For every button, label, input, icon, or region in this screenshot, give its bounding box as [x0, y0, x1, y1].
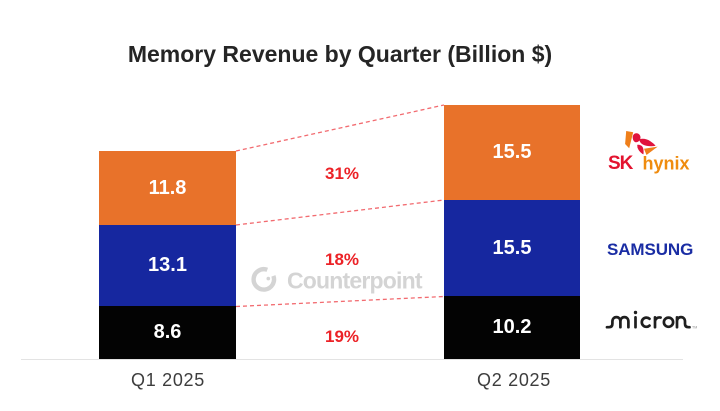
svg-text:TM: TM — [692, 326, 697, 330]
svg-text:hynix: hynix — [643, 154, 690, 174]
svg-text:SK: SK — [608, 153, 634, 174]
svg-text:Counterpoint: Counterpoint — [287, 267, 423, 293]
